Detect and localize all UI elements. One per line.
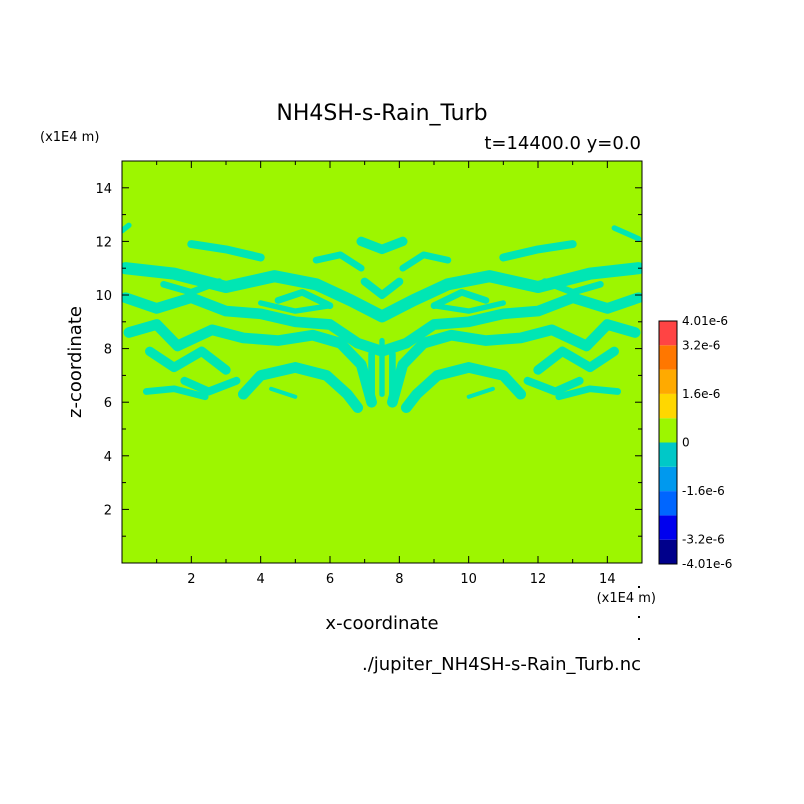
contour-band bbox=[312, 251, 365, 272]
contour-band bbox=[122, 222, 132, 234]
plot-frame bbox=[121, 160, 643, 564]
plot-area: 2 4 6 8 10 12 14 2 4 6 8 10 12 14 bbox=[95, 160, 643, 587]
colorbar-label: 4.01e-6 bbox=[682, 314, 728, 328]
x-tick-label: 10 bbox=[460, 572, 477, 587]
contour-band bbox=[387, 319, 641, 408]
contour-band bbox=[142, 385, 209, 401]
colorbar-label: 3.2e-6 bbox=[682, 339, 720, 353]
contour-band bbox=[399, 251, 452, 272]
contour-band bbox=[430, 288, 490, 310]
mark-dot bbox=[638, 638, 640, 640]
contour-band bbox=[160, 278, 223, 296]
x-tick-label: 8 bbox=[395, 572, 403, 587]
colorbar-label: 0 bbox=[682, 436, 690, 450]
contour-band bbox=[555, 385, 622, 401]
contour-band bbox=[431, 300, 506, 314]
colorbar-swatch bbox=[659, 466, 677, 492]
x-tick-label: 14 bbox=[599, 572, 616, 587]
colorbar-swatch bbox=[659, 442, 677, 467]
y-tick-label: 12 bbox=[95, 235, 112, 250]
contour-band bbox=[541, 278, 604, 296]
contour-band bbox=[356, 236, 408, 255]
colorbar-swatch bbox=[659, 418, 677, 443]
y-tick-label: 6 bbox=[104, 396, 112, 411]
contour-band bbox=[523, 376, 584, 396]
contour-band bbox=[274, 288, 334, 310]
y-tick-label: 14 bbox=[95, 182, 112, 197]
z-unit-label: (x1E4 m) bbox=[40, 130, 99, 145]
colorbar-swatch bbox=[659, 393, 677, 419]
x-axis-label: x-coordinate bbox=[325, 613, 438, 634]
contour-band bbox=[145, 346, 231, 375]
contour-band bbox=[533, 346, 619, 375]
colorbar-label: -3.2e-6 bbox=[682, 533, 725, 547]
chart-subtitle: t=14400.0 y=0.0 bbox=[484, 133, 641, 154]
contour-band bbox=[258, 300, 333, 314]
y-axis-label: z-coordinate bbox=[65, 306, 86, 418]
colorbar: 4.01e-6 3.2e-6 1.6e-6 0 -1.6e-6 -3.2e-6 -4.01e… bbox=[658, 314, 732, 571]
source-file-label: ./jupiter_NH4SH-s-Rain_Turb.nc bbox=[362, 654, 641, 675]
contour-regions bbox=[122, 222, 642, 413]
y-axis-ticks: 2 4 6 8 10 12 14 bbox=[95, 182, 642, 537]
colorbar-swatch bbox=[659, 369, 677, 394]
x-axis-ticks: 2 4 6 8 10 12 14 bbox=[156, 161, 616, 587]
x-tick-label: 4 bbox=[257, 572, 265, 587]
contour-band bbox=[123, 319, 377, 408]
contour-band bbox=[499, 240, 577, 262]
colorbar-label: -1.6e-6 bbox=[682, 484, 725, 498]
colorbar-swatch bbox=[659, 321, 677, 346]
colorbar-frame bbox=[658, 320, 678, 565]
contour-band bbox=[122, 262, 642, 323]
colorbar-swatch bbox=[659, 539, 677, 564]
mark-dot bbox=[638, 586, 640, 588]
contour-band bbox=[269, 386, 298, 399]
x-unit-label: (x1E4 m) bbox=[597, 591, 656, 606]
colorbar-swatch bbox=[659, 515, 677, 540]
x-tick-label: 6 bbox=[326, 572, 334, 587]
contour-band bbox=[237, 362, 364, 413]
x-tick-label: 2 bbox=[187, 572, 195, 587]
colorbar-label: -4.01e-6 bbox=[682, 557, 732, 571]
colorbar-label: 1.6e-6 bbox=[682, 387, 720, 401]
contour-band bbox=[611, 225, 642, 242]
colorbar-swatch bbox=[659, 491, 677, 516]
mark-dot bbox=[638, 616, 640, 618]
contour-band bbox=[180, 376, 241, 396]
chart-title: NH4SH-s-Rain_Turb bbox=[276, 101, 487, 126]
contour-band bbox=[466, 386, 495, 399]
x-tick-label: 12 bbox=[530, 572, 547, 587]
y-tick-label: 4 bbox=[104, 450, 112, 465]
y-tick-label: 2 bbox=[104, 503, 112, 518]
y-tick-label: 8 bbox=[104, 343, 112, 358]
y-tick-label: 10 bbox=[95, 289, 112, 304]
colorbar-swatch bbox=[659, 345, 677, 370]
contour-band bbox=[400, 362, 527, 413]
contour-band bbox=[360, 277, 404, 299]
contour-band bbox=[187, 240, 265, 262]
